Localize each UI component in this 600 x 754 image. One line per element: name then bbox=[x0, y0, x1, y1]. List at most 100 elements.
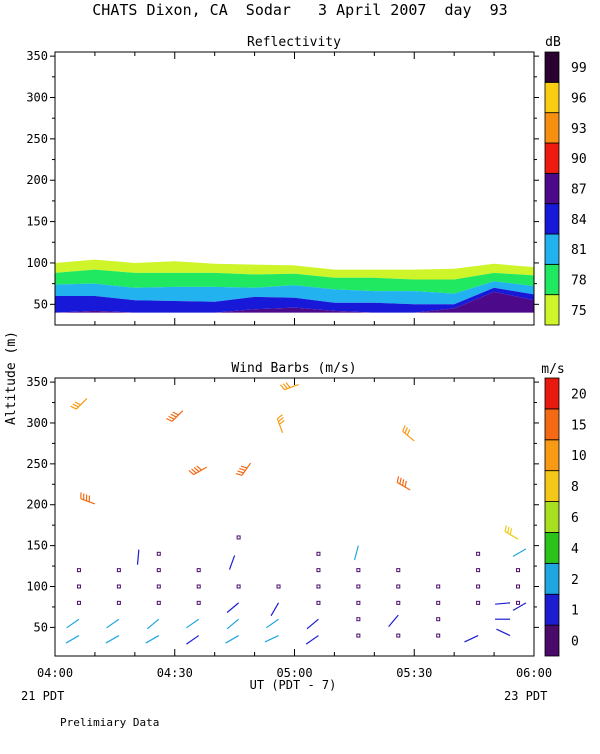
refl-colorbar-swatch bbox=[545, 264, 559, 294]
wind-barb-feather bbox=[71, 406, 77, 409]
wind-colorbar-swatch bbox=[545, 471, 559, 502]
y-tick-label: 100 bbox=[26, 256, 48, 270]
wind-colorbar-swatch bbox=[545, 378, 559, 409]
refl-colorbar-label: 93 bbox=[571, 122, 587, 137]
wind-barb-feather bbox=[171, 414, 177, 417]
wind-barb bbox=[236, 463, 251, 475]
calm-wind-marker bbox=[357, 569, 360, 572]
wind-barb bbox=[271, 603, 279, 616]
wind-colorbar-swatch bbox=[545, 532, 559, 563]
calm-wind-marker bbox=[197, 569, 200, 572]
wind-barb-feather bbox=[197, 466, 202, 470]
wind-colorbar-unit: m/s bbox=[541, 362, 564, 377]
wind-barb bbox=[389, 615, 399, 626]
wind-barb-feather bbox=[192, 469, 197, 473]
reflectivity-title: Reflectivity bbox=[247, 35, 341, 50]
wind-barb bbox=[189, 466, 207, 475]
calm-wind-marker bbox=[357, 634, 360, 637]
y-tick-label: 50 bbox=[34, 297, 48, 311]
calm-wind-marker bbox=[357, 585, 360, 588]
wind-barb-shaft bbox=[496, 629, 510, 635]
wind-barb-shaft bbox=[465, 636, 479, 642]
wind-barb-shaft bbox=[397, 483, 410, 491]
wind-colorbar-label: 2 bbox=[571, 573, 579, 588]
calm-wind-marker bbox=[517, 569, 520, 572]
wind-barb-feather bbox=[505, 525, 506, 531]
wind-barb-shaft bbox=[106, 636, 119, 644]
wind-barb bbox=[495, 603, 510, 604]
calm-wind-marker bbox=[437, 618, 440, 621]
y-tick-label: 200 bbox=[26, 498, 48, 512]
y-tick-label: 350 bbox=[26, 49, 48, 63]
wind-barb-feather bbox=[236, 474, 242, 476]
wind-barb-shaft bbox=[186, 636, 198, 645]
right-date: 23 PDT bbox=[504, 689, 547, 703]
wind-barb bbox=[146, 636, 159, 644]
wind-barb-feather bbox=[400, 478, 401, 484]
wind-barb-feather bbox=[405, 427, 407, 433]
wind-colorbar-swatch bbox=[545, 563, 559, 594]
calm-wind-marker bbox=[357, 601, 360, 604]
calm-wind-marker bbox=[317, 569, 320, 572]
wind-barb-feather bbox=[402, 479, 403, 485]
preliminary-note: Prelimiary Data bbox=[60, 716, 159, 729]
wind-barb-shaft bbox=[307, 619, 318, 629]
calm-wind-marker bbox=[197, 585, 200, 588]
refl-colorbar-label: 90 bbox=[571, 152, 587, 167]
wind-colorbar-swatch bbox=[545, 409, 559, 440]
left-date: 21 PDT bbox=[21, 689, 64, 703]
x-tick-label: 04:00 bbox=[37, 666, 73, 680]
wind-colorbar-label: 15 bbox=[571, 418, 587, 433]
wind-colorbar-swatch bbox=[545, 502, 559, 533]
calm-wind-marker bbox=[517, 585, 520, 588]
wind-barb-shaft bbox=[513, 549, 526, 557]
y-tick-label: 350 bbox=[26, 375, 48, 389]
calm-wind-marker bbox=[517, 601, 520, 604]
wind-barb-shaft bbox=[306, 636, 318, 645]
wind-barb-feather bbox=[397, 476, 398, 482]
wind-barb-feather bbox=[280, 385, 284, 390]
wind-barb bbox=[277, 415, 284, 433]
wind-barb-shaft bbox=[227, 603, 238, 613]
calm-wind-marker bbox=[157, 601, 160, 604]
wind-barb bbox=[397, 476, 410, 490]
wind-colorbar-label: 0 bbox=[571, 635, 579, 650]
wind-barb bbox=[496, 629, 510, 635]
wind-barb bbox=[71, 398, 87, 409]
wind-colorbar-label: 8 bbox=[571, 480, 579, 495]
wind-colorbar-swatch bbox=[545, 625, 559, 656]
y-tick-label: 250 bbox=[26, 132, 48, 146]
calm-wind-marker bbox=[237, 585, 240, 588]
y-tick-label: 200 bbox=[26, 173, 48, 187]
calm-wind-marker bbox=[477, 585, 480, 588]
wind-barb-feather bbox=[173, 412, 179, 415]
wind-barb-feather bbox=[241, 466, 247, 468]
wind-barb-shaft bbox=[265, 636, 279, 642]
wind-barb bbox=[186, 636, 198, 645]
wind-barb bbox=[166, 411, 182, 422]
wind-barb-feather bbox=[238, 471, 244, 473]
wind-barb-feather bbox=[278, 418, 283, 422]
wind-colorbar-label: 10 bbox=[571, 449, 587, 464]
wind-barb bbox=[465, 636, 479, 642]
calm-wind-marker bbox=[397, 569, 400, 572]
wind-barb-feather bbox=[508, 527, 509, 533]
refl-colorbar-swatch bbox=[545, 204, 559, 234]
wind-barb-shaft bbox=[146, 636, 159, 644]
wind-barb bbox=[226, 636, 239, 644]
wind-barb-feather bbox=[286, 383, 290, 388]
refl-colorbar-swatch bbox=[545, 82, 559, 112]
refl-colorbar-label: 87 bbox=[571, 183, 587, 198]
calm-wind-marker bbox=[157, 569, 160, 572]
x-tick-label: 06:00 bbox=[516, 666, 552, 680]
calm-wind-marker bbox=[317, 552, 320, 555]
calm-wind-marker bbox=[437, 601, 440, 604]
figure-title: CHATS Dixon, CA Sodar 3 April 2007 day 9… bbox=[92, 1, 507, 19]
y-tick-label: 250 bbox=[26, 457, 48, 471]
wind-colorbar-label: 1 bbox=[571, 604, 579, 619]
wind-barb bbox=[354, 546, 358, 560]
wind-barb-shaft bbox=[389, 615, 399, 626]
refl-colorbar-swatch bbox=[545, 52, 559, 82]
